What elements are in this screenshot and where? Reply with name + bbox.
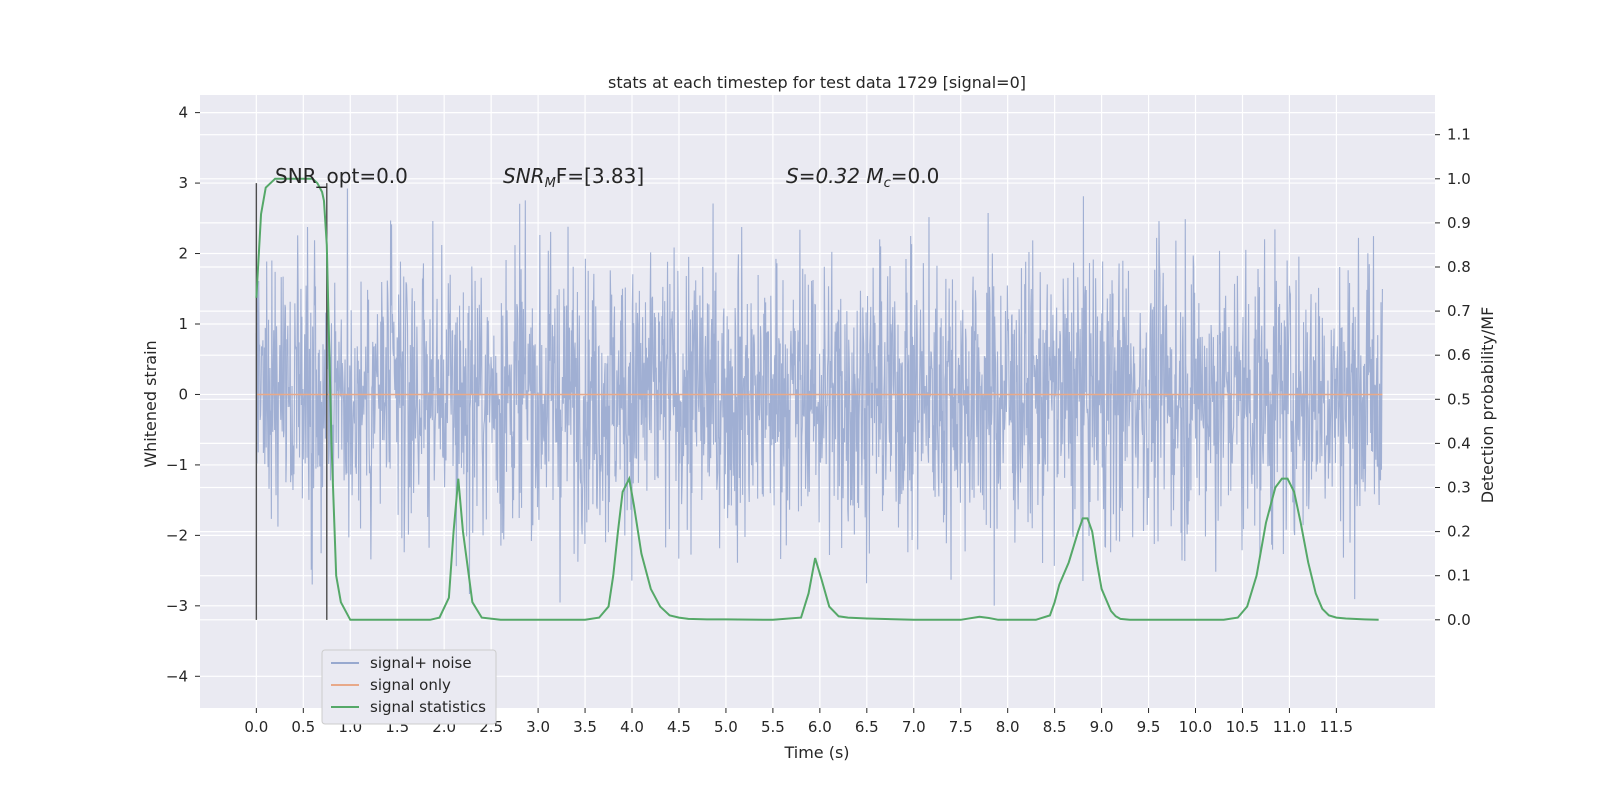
legend-label-signal-only: signal only [370,676,451,694]
y2-tick-label: 0.7 [1447,302,1471,320]
y-tick-label: 0 [178,385,188,403]
x-tick-label: 8.0 [996,718,1020,736]
y2-tick-label: 0.8 [1447,258,1471,276]
y-tick-label: 4 [178,104,188,122]
y2-tick-label: 0.9 [1447,214,1471,232]
y-axis-ticks: 4 3 2 1 0 −1 −2 −3 −4 [166,104,200,685]
signal-statistics-series [255,177,1379,621]
x-tick-label: 9.0 [1090,718,1114,736]
y2-axis-ticks: 1.1 1.0 0.9 0.8 0.7 0.6 0.5 0.4 0.3 0.2 0.1 0.0 [1435,126,1471,629]
y-tick-label: 3 [178,174,188,192]
y-tick-label: 2 [178,245,188,263]
x-tick-label: 4.0 [620,718,644,736]
y2-tick-label: 0.6 [1447,346,1471,364]
y2-tick-label: 1.1 [1447,126,1471,144]
x-tick-label: 3.5 [573,718,597,736]
x-tick-label: 9.5 [1137,718,1161,736]
x-tick-label: 8.5 [1043,718,1067,736]
annotation-snr-mf: SNRMF=[3.83] [503,164,644,191]
legend-label-signal-statistics: signal statistics [370,698,486,716]
legend-label-signal-noise: signal+ noise [370,654,472,672]
annotation-s-mc: S=0.32 Mc=0.0 [786,164,939,191]
x-tick-label: 3.0 [526,718,550,736]
y-tick-label: −4 [166,667,188,685]
x-tick-label: 11.0 [1273,718,1306,736]
signal-noise-line [255,188,1383,606]
chart-title: stats at each timestep for test data 172… [608,73,1026,92]
y2-tick-label: 0.0 [1447,611,1471,629]
x-tick-label: 7.0 [902,718,926,736]
y2-tick-label: 0.3 [1447,478,1471,496]
y2-tick-label: 1.0 [1447,170,1471,188]
signal-statistics-line [255,177,1379,621]
x-tick-label: 5.0 [714,718,738,736]
y-axis-label: Whitened strain [141,340,160,467]
x-tick-label: 10.5 [1226,718,1259,736]
x-tick-label: 6.0 [808,718,832,736]
x-tick-label: 10.0 [1179,718,1212,736]
x-tick-label: 0.5 [291,718,315,736]
y-tick-label: −3 [166,597,188,615]
y-tick-label: −2 [166,526,188,544]
y2-tick-label: 0.4 [1447,434,1471,452]
y-tick-label: 1 [178,315,188,333]
x-tick-label: 11.5 [1320,718,1353,736]
y2-tick-label: 0.5 [1447,390,1471,408]
signal-noise-series [255,188,1383,606]
y-tick-label: −1 [166,456,188,474]
legend-box [321,649,497,725]
y2-tick-label: 0.1 [1447,567,1471,585]
y2-tick-label: 0.2 [1447,523,1471,541]
x-tick-label: 6.5 [855,718,879,736]
annotation-snr-opt: SNR_opt=0.0 [275,164,408,188]
x-tick-label: 7.5 [949,718,973,736]
x-tick-label: 5.5 [761,718,785,736]
x-tick-label: 4.5 [667,718,691,736]
legend: signal+ noise signal only signal statist… [321,649,497,725]
y2-axis-label: Detection probability/MF [1478,307,1497,504]
x-axis-label: Time (s) [783,743,849,762]
x-tick-label: 0.0 [244,718,268,736]
